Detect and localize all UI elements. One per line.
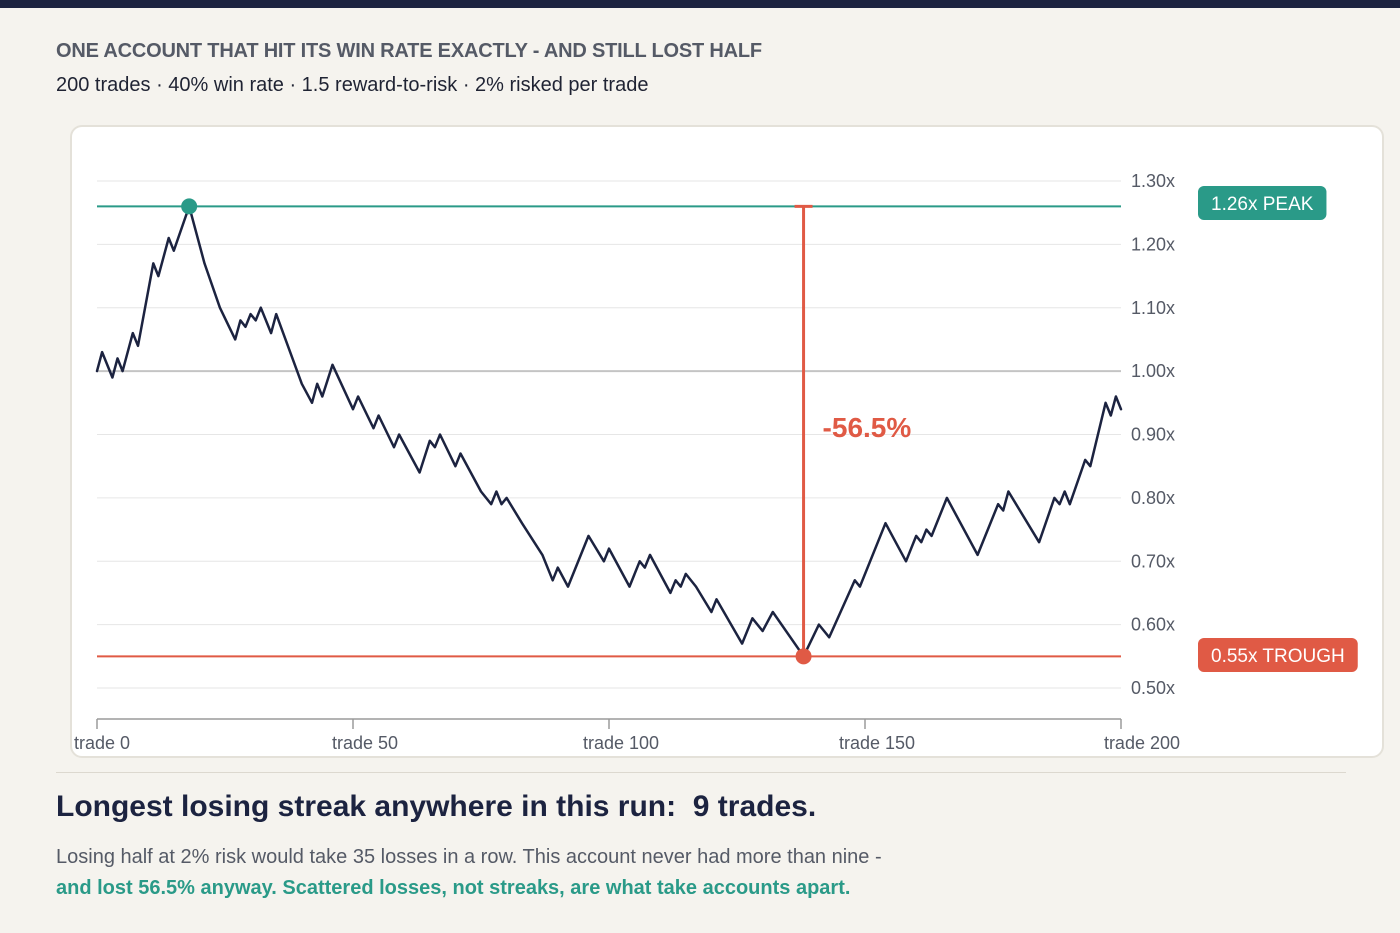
- y-tick-label: 1.30x: [1131, 171, 1175, 191]
- y-tick-label: 1.10x: [1131, 298, 1175, 318]
- peak-badge: 1.26x PEAK: [1198, 186, 1327, 220]
- explanation-line-2: and lost 56.5% anyway. Scattered losses,…: [56, 877, 851, 899]
- y-tick-label: 0.80x: [1131, 488, 1175, 508]
- x-tick-label: trade 150: [839, 733, 915, 753]
- chart-card: [70, 125, 1384, 758]
- y-tick-label: 0.90x: [1131, 425, 1175, 445]
- trough-badge-text: 0.55x TROUGH: [1211, 646, 1345, 667]
- section-divider: [56, 772, 1346, 773]
- trough-marker: [795, 648, 812, 665]
- explanation-line-1: Losing half at 2% risk would take 35 los…: [56, 846, 882, 868]
- y-tick-label: 0.50x: [1131, 678, 1175, 698]
- peak-badge-background: [1198, 186, 1327, 220]
- chart-kicker: ONE ACCOUNT THAT HIT ITS WIN RATE EXACTL…: [56, 40, 762, 62]
- trough-badge: 0.55x TROUGH: [1198, 638, 1358, 672]
- y-tick-label: 0.60x: [1131, 615, 1175, 635]
- x-tick-label: trade 0: [74, 733, 130, 753]
- chart-subtitle: 200 trades · 40% win rate · 1.5 reward-t…: [56, 74, 649, 96]
- y-tick-label: 1.00x: [1131, 361, 1175, 381]
- trough-badge-background: [1198, 638, 1358, 672]
- y-tick-label: 1.20x: [1131, 234, 1175, 254]
- x-tick-label: trade 50: [332, 733, 398, 753]
- top-accent-bar: [0, 0, 1400, 8]
- streak-headline: Longest losing streak anywhere in this r…: [56, 790, 817, 823]
- y-tick-label: 0.70x: [1131, 551, 1175, 571]
- x-tick-label: trade 100: [583, 733, 659, 753]
- x-tick-label: trade 200: [1104, 733, 1180, 753]
- peak-badge-text: 1.26x PEAK: [1211, 194, 1314, 215]
- equity-chart: 1.30x 1.20x 1.10x 1.00x 0.90x 0.80x 0.70x 0.60x…: [74, 171, 1358, 753]
- equity-line: [95, 205, 1123, 658]
- peak-marker: [181, 198, 198, 215]
- drawdown-label: -56.5%: [823, 412, 912, 443]
